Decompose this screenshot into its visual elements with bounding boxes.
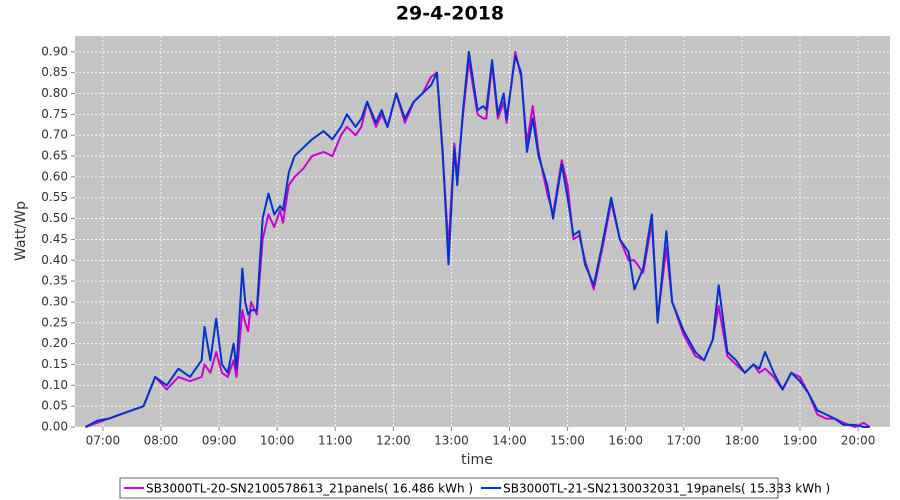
series-line — [84, 50, 870, 428]
x-tick-label: 07:00 — [86, 434, 121, 448]
y-axis-label: Watt/Wp — [13, 201, 29, 261]
x-tick-label: 19:00 — [783, 434, 818, 448]
y-tick-label: 0.40 — [41, 253, 68, 267]
y-tick-label: 0.55 — [41, 190, 68, 204]
plot-area — [75, 36, 890, 427]
y-tick-label: 0.05 — [41, 399, 68, 413]
x-tick-label: 20:00 — [841, 434, 876, 448]
legend-entry: SB3000TL-21-SN2130032031_19panels( 15.33… — [503, 482, 830, 496]
y-tick-label: 0.35 — [41, 274, 68, 288]
x-tick-label: 10:00 — [260, 434, 295, 448]
y-tick-label: 0.70 — [41, 128, 68, 142]
y-tick-label: 0.65 — [41, 149, 68, 163]
x-tick-label: 13:00 — [434, 434, 469, 448]
y-tick-label: 0.50 — [41, 211, 68, 225]
y-tick-label: 0.25 — [41, 315, 68, 329]
y-tick-label: 0.00 — [41, 420, 68, 434]
x-tick-label: 17:00 — [666, 434, 701, 448]
y-tick-label: 0.10 — [41, 378, 68, 392]
x-tick-label: 12:00 — [376, 434, 411, 448]
x-tick-label: 08:00 — [144, 434, 179, 448]
y-tick-label: 0.85 — [41, 65, 68, 79]
y-tick-label: 0.30 — [41, 294, 68, 308]
legend — [119, 477, 779, 499]
y-tick-label: 0.45 — [41, 232, 68, 246]
y-tick-label: 0.15 — [41, 357, 68, 371]
y-tick-label: 0.80 — [41, 86, 68, 100]
x-tick-label: 09:00 — [202, 434, 237, 448]
y-tick-label: 0.75 — [41, 107, 68, 121]
x-tick-label: 18:00 — [725, 434, 760, 448]
x-tick-label: 15:00 — [550, 434, 585, 448]
x-tick-label: 14:00 — [492, 434, 527, 448]
chart-title: 29-4-2018 — [396, 3, 504, 25]
y-tick-label: 0.60 — [41, 169, 68, 183]
y-tick-label: 0.90 — [41, 44, 68, 58]
x-axis-label: time — [461, 452, 493, 468]
x-tick-label: 11:00 — [318, 434, 353, 448]
y-tick-label: 0.20 — [41, 336, 68, 350]
legend-entry: SB3000TL-20-SN2100578613_21panels( 16.48… — [146, 482, 473, 496]
x-tick-label: 16:00 — [608, 434, 643, 448]
